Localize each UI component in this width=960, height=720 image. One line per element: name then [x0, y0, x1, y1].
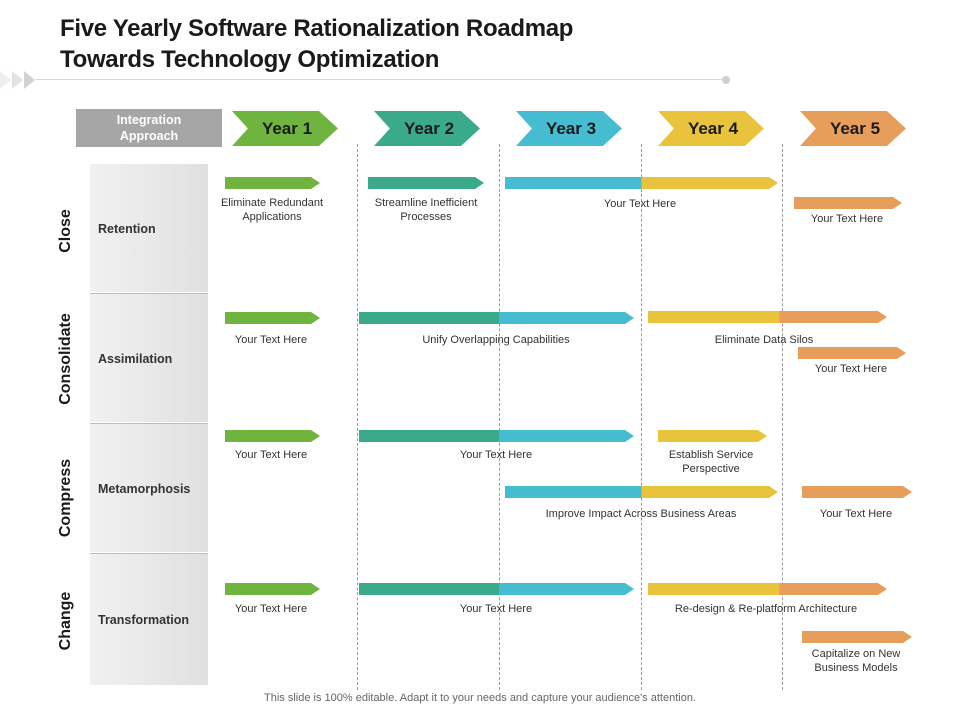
footer-note: This slide is 100% editable. Adapt it to… [264, 692, 696, 704]
phase-label: Compress [57, 458, 74, 538]
phase-label: Close [57, 209, 74, 253]
year-divider [641, 144, 642, 690]
task-bar [359, 583, 634, 595]
task-label: Establish Service Perspective [668, 449, 754, 475]
category-divider [90, 293, 208, 294]
task-bar [225, 312, 320, 324]
task-label: Capitalize on New Business Models [811, 648, 901, 674]
year-divider [782, 144, 783, 690]
task-bar [359, 430, 634, 442]
title-line-2: Towards Technology Optimization [60, 46, 440, 73]
year-5-arrow: Year 5 [800, 111, 906, 146]
chevron-right-icon [24, 71, 35, 89]
year-divider [499, 144, 500, 690]
task-bar [359, 312, 634, 324]
category-divider [90, 553, 208, 554]
year-divider [357, 144, 358, 690]
task-label: Re-design & Re-platform Architecture [674, 603, 858, 615]
page-title: Five Yearly Software Rationalization Roa… [60, 13, 740, 75]
task-label: Your Text Here [459, 449, 533, 461]
task-label: Eliminate Data Silos [714, 334, 814, 346]
chevron-right-icon [0, 71, 11, 89]
task-label: Your Text Here [234, 334, 308, 346]
task-label: Your Text Here [234, 449, 308, 461]
task-bar [802, 631, 912, 643]
task-label: Your Text Here [234, 603, 308, 615]
year-2-arrow: Year 2 [374, 111, 480, 146]
task-bar [505, 486, 778, 498]
integration-approach-header: Integration Approach [76, 109, 222, 147]
task-bar [225, 430, 320, 442]
category-assimilation: Assimilation [90, 294, 208, 422]
task-label: Streamline Inefficient Processes [374, 197, 478, 223]
category-retention: Retention [90, 164, 208, 292]
task-bar [648, 311, 887, 323]
task-label: Your Text Here [459, 603, 533, 615]
task-bar [225, 583, 320, 595]
task-bar [368, 177, 484, 189]
year-3-arrow: Year 3 [516, 111, 622, 146]
phase-label: Change [57, 591, 74, 651]
category-transformation: Transformation [90, 554, 208, 685]
title-underline-dot [722, 76, 730, 84]
year-4-arrow: Year 4 [658, 111, 764, 146]
task-label: Improve Impact Across Business Areas [545, 508, 737, 520]
title-underline [36, 79, 726, 80]
task-bar [798, 347, 906, 359]
category-metamorphosis: Metamorphosis [90, 424, 208, 552]
task-label: Your Text Here [603, 198, 677, 210]
task-label: Eliminate Redundant Applications [220, 197, 324, 223]
year-1-arrow: Year 1 [232, 111, 338, 146]
task-label: Your Text Here [810, 213, 884, 225]
task-bar [802, 486, 912, 498]
task-bar [505, 177, 778, 189]
chevron-right-icon [12, 71, 23, 89]
category-label: Metamorphosis [98, 482, 191, 496]
phase-label: Consolidate [57, 313, 74, 405]
category-label: Assimilation [98, 352, 173, 366]
task-label: Your Text Here [819, 508, 893, 520]
category-label: Transformation [98, 613, 189, 627]
title-line-1: Five Yearly Software Rationalization Roa… [60, 15, 574, 42]
category-divider [90, 423, 208, 424]
task-bar [658, 430, 767, 442]
task-label: Unify Overlapping Capabilities [422, 334, 570, 346]
task-bar [225, 177, 320, 189]
task-bar [648, 583, 887, 595]
task-label: Your Text Here [814, 363, 888, 375]
task-bar [794, 197, 902, 209]
category-label: Retention [98, 222, 156, 236]
